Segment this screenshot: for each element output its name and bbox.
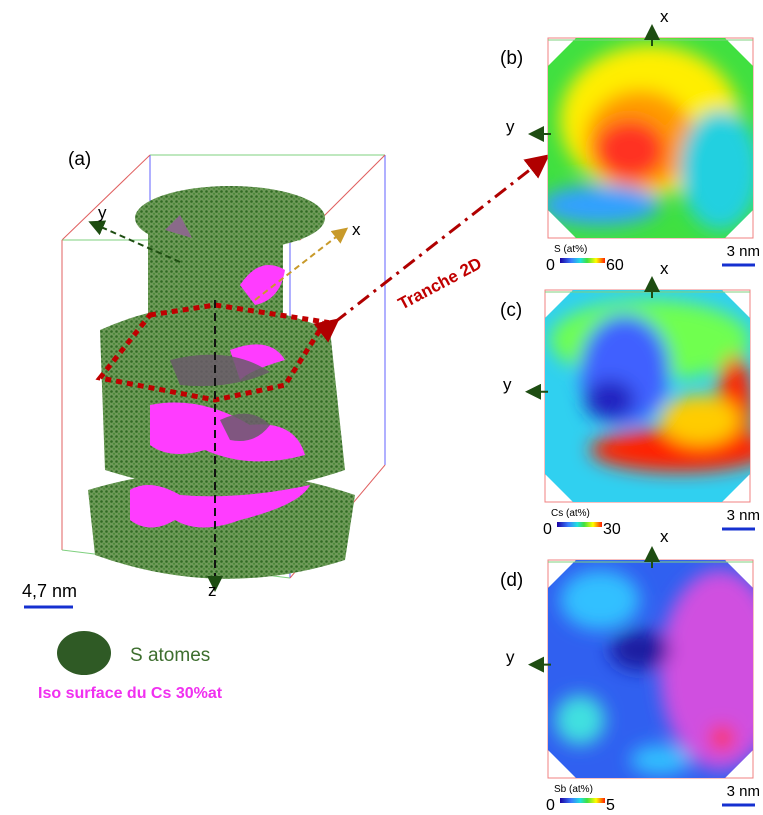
legend-label: Iso surface du Cs 30%at (38, 685, 223, 702)
map-image (545, 290, 750, 502)
scale-bar-label: 3 nm (727, 243, 760, 260)
panel-label: (d) (500, 570, 523, 591)
axis-label: z (208, 581, 217, 600)
colorbar (560, 798, 605, 803)
scale-bar-label: 3 nm (727, 783, 760, 800)
map-region (548, 185, 660, 225)
map-region (555, 695, 605, 745)
panel-label: (c) (500, 300, 522, 321)
axis-label: y (506, 648, 515, 667)
colorbar (557, 522, 602, 527)
map-blobs (548, 45, 753, 230)
colorbar-max: 30 (603, 521, 621, 538)
colorbar-min: 0 (546, 797, 555, 814)
colorbar-min: 0 (543, 521, 552, 538)
scale-bar-label: 3 nm (727, 507, 760, 524)
panel-label: (b) (500, 48, 523, 69)
map-region (585, 380, 635, 420)
axis-label: x (660, 527, 669, 546)
colorbar-max: 60 (606, 257, 624, 274)
panel-a: (a) y x z Tranche 2D 4,7 nm S atomes Iso… (22, 149, 550, 702)
colorbar-max: 5 (606, 797, 615, 814)
map-region (610, 630, 670, 670)
map-region (660, 570, 753, 770)
map-blobs (555, 570, 753, 775)
map-panel: x y (b) S (at%) 0 60 3 nm (500, 7, 760, 274)
colorbar-title: Cs (at%) (551, 508, 590, 519)
scale-bar-label: 4,7 nm (22, 581, 77, 601)
colorbar (560, 258, 605, 263)
map-blobs (550, 300, 750, 472)
panel-label: (a) (68, 149, 91, 170)
colorbar-min: 0 (546, 257, 555, 274)
colorbar-title: S (at%) (554, 244, 587, 255)
map-region (560, 570, 640, 630)
map-panel: x y (d) Sb (at%) 0 5 3 nm (500, 527, 760, 814)
map-region (680, 110, 753, 230)
axis-label: y (98, 203, 107, 222)
axis-label: y (506, 117, 515, 136)
axis-label: y (503, 375, 512, 394)
colorbar-title: Sb (at%) (554, 784, 593, 795)
axis-label: x (352, 220, 361, 239)
axis-label: x (660, 7, 669, 26)
map-region (660, 395, 740, 445)
legend-label: S atomes (130, 645, 210, 666)
map-region (595, 120, 665, 180)
map-region (710, 726, 734, 750)
annotation: Tranche 2D (395, 254, 485, 314)
map-panel: x y (c) Cs (at%) 0 30 3 nm (500, 259, 760, 538)
map-region (630, 745, 690, 775)
map-image (548, 560, 753, 778)
axis-label: x (660, 259, 669, 278)
map-image (548, 38, 753, 238)
